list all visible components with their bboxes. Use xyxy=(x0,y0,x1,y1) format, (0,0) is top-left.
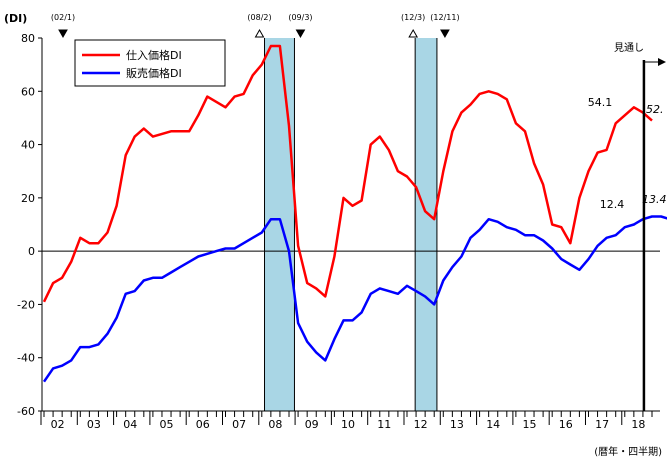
legend: 仕入価格DI 販売価格DI xyxy=(74,39,226,87)
shaded-period xyxy=(415,38,437,411)
y-tick-label: 40 xyxy=(21,139,35,152)
y-tick-label: 80 xyxy=(21,32,35,45)
x-tick-label: 14 xyxy=(486,418,500,431)
shaded-periods xyxy=(264,38,438,411)
x-tick-label: 02 xyxy=(51,418,65,431)
axes: -60 -40 -20 0 20 40 60 80 02 03 04 05 06 07 08 09 10 11 12… xyxy=(17,32,660,431)
data-annotation: 12.4 xyxy=(600,198,625,211)
data-annotation: 52. xyxy=(646,103,664,116)
y-tick-label: -40 xyxy=(17,352,35,365)
x-tick-label: 18 xyxy=(631,418,645,431)
x-tick-label: 11 xyxy=(377,418,391,431)
period-marker xyxy=(408,28,419,38)
x-axis-label: (暦年・四半期) xyxy=(594,445,662,458)
series-lines xyxy=(42,44,667,411)
period-marker xyxy=(58,29,68,39)
x-tick-label: 10 xyxy=(341,418,355,431)
period-marker-label: (12/3) xyxy=(401,13,425,22)
legend-label-sales: 販売価格DI xyxy=(126,66,182,80)
y-tick-label: 20 xyxy=(21,192,35,205)
x-tick-label: 04 xyxy=(123,418,137,431)
x-tick-label: 06 xyxy=(196,418,210,431)
period-marker-label: (12/11) xyxy=(430,13,459,22)
period-marker xyxy=(254,28,265,38)
x-tick-label: 09 xyxy=(305,418,319,431)
labels: (DI) (暦年・四半期) 見通し 54.1 52. 12.4 13.4 xyxy=(4,12,667,458)
top-markers: (02/1) (08/2) (09/3) (12/3) (12/11) xyxy=(51,13,460,39)
series-line xyxy=(42,215,667,383)
legend-label-purchase: 仕入価格DI xyxy=(126,48,182,62)
period-marker-label: (08/2) xyxy=(247,13,271,22)
x-tick-label: 08 xyxy=(268,418,282,431)
period-marker xyxy=(440,29,450,39)
x-tick-label: 05 xyxy=(160,418,174,431)
y-axis-label: (DI) xyxy=(4,12,27,25)
period-marker xyxy=(295,29,306,39)
data-annotation: 54.1 xyxy=(588,96,613,109)
y-tick-label: -20 xyxy=(17,298,35,311)
y-tick-label: 0 xyxy=(28,245,35,258)
data-annotation: 13.4 xyxy=(642,193,667,206)
x-tick-label: 15 xyxy=(522,418,536,431)
x-tick-label: 17 xyxy=(595,418,609,431)
period-marker-label: (02/1) xyxy=(51,13,75,22)
x-tick-label: 16 xyxy=(559,418,573,431)
x-tick-label: 12 xyxy=(414,418,428,431)
series-line xyxy=(42,44,653,303)
x-tick-label: 07 xyxy=(232,418,246,431)
forecast-label: 見通し xyxy=(614,42,644,54)
x-tick-label: 03 xyxy=(87,418,101,431)
period-marker-label: (09/3) xyxy=(288,13,312,22)
y-tick-label: -60 xyxy=(17,405,35,418)
x-tick-label: 13 xyxy=(450,418,464,431)
y-tick-label: 60 xyxy=(21,85,35,98)
shaded-period xyxy=(264,38,295,411)
